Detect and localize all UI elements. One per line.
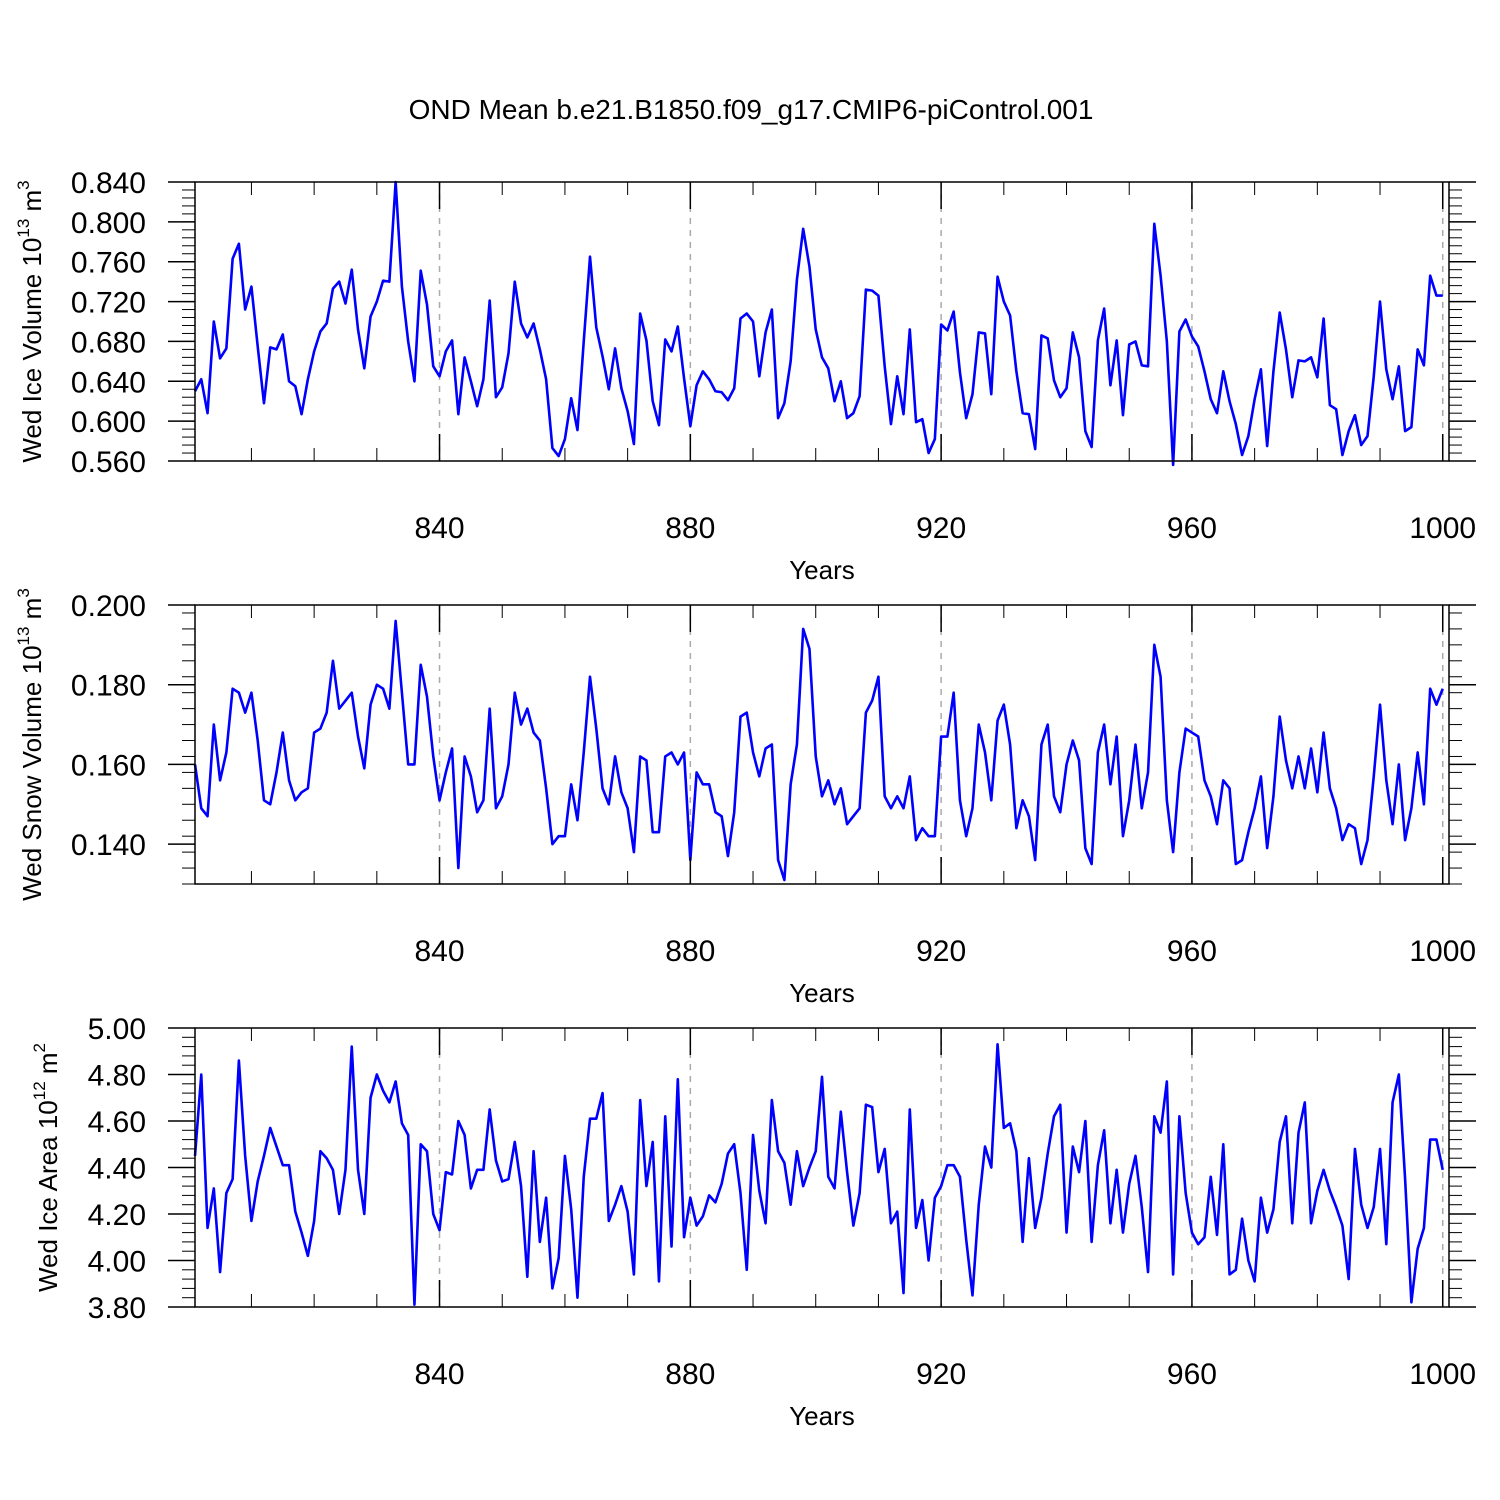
y-tick-label: 4.20	[88, 1199, 146, 1232]
x-tick-label: 920	[916, 1358, 966, 1391]
x-tick-label: 920	[916, 512, 966, 545]
y-axis-label: Wed Ice Volume 1013 m3	[14, 180, 47, 462]
series-line	[193, 180, 1443, 467]
y-tick-label: 0.140	[71, 829, 146, 862]
y-axis-label-exponent: 13	[14, 219, 33, 238]
chart-panel-2: 0.140 0.160 0.180 0.200 840 880 920 960 1000 Year…	[14, 588, 1476, 1008]
y-tick-label: 4.40	[88, 1153, 146, 1186]
y-tick-label: 0.840	[71, 167, 146, 200]
x-tick-label: 960	[1167, 1358, 1217, 1391]
y-tick-label: 0.760	[71, 247, 146, 280]
x-tick-label: 960	[1167, 512, 1217, 545]
y-tick-label: 4.80	[88, 1060, 146, 1093]
chart-panel-1: 0.560 0.600 0.640 0.680 0.720 0.760 0.800 0.840…	[14, 167, 1476, 585]
x-tick-label: 1000	[1409, 1358, 1476, 1391]
y-axis-label: Wed Ice Area 1012 m2	[30, 1043, 63, 1292]
plot-frame	[194, 181, 1450, 462]
y-tick-label: 5.00	[88, 1013, 146, 1046]
x-tick-label: 880	[665, 512, 715, 545]
y-axis-label-unit-exponent: 3	[14, 180, 33, 189]
y-axis-label-exponent: 13	[14, 627, 33, 646]
y-axis-label: Wed Snow Volume 1013 m3	[14, 588, 47, 901]
y-axis-label-text: Wed Ice Volume 10	[17, 238, 47, 463]
x-tick-label: 920	[916, 935, 966, 968]
x-axis-label: Years	[789, 555, 855, 585]
y-tick-label: 0.560	[71, 446, 146, 479]
x-tick-label: 880	[665, 1358, 715, 1391]
plot-frame	[194, 604, 1450, 885]
y-axis-label-text: Wed Snow Volume 10	[17, 645, 47, 900]
x-tick-label: 840	[414, 1358, 464, 1391]
series-line	[193, 1042, 1445, 1306]
y-tick-label: 0.600	[71, 406, 146, 439]
x-tick-label: 840	[414, 935, 464, 968]
series-line	[193, 619, 1444, 882]
y-tick-label: 0.800	[71, 207, 146, 240]
x-tick-label: 880	[665, 935, 715, 968]
x-tick-label: 960	[1167, 935, 1217, 968]
y-axis-label-exponent: 12	[30, 1081, 49, 1100]
x-tick-label: 840	[414, 512, 464, 545]
y-axis-label-unit-exponent: 2	[30, 1043, 49, 1052]
y-tick-label: 0.720	[71, 287, 146, 320]
y-tick-label: 0.200	[71, 590, 146, 623]
x-tick-label: 1000	[1409, 935, 1476, 968]
x-axis-label: Years	[789, 1401, 855, 1431]
y-tick-label: 4.60	[88, 1106, 146, 1139]
figure-title: OND Mean b.e21.B1850.f09_g17.CMIP6-piCon…	[409, 94, 1094, 125]
chart-panel-3: 3.80 4.00 4.20 4.40 4.60 4.80 5.00 840 880 920 960…	[30, 1013, 1476, 1431]
y-tick-label: 0.180	[71, 670, 146, 703]
y-axis-label-text: Wed Ice Area 10	[33, 1100, 63, 1292]
y-tick-label: 0.680	[71, 326, 146, 359]
y-tick-label: 0.640	[71, 366, 146, 399]
panels: 0.560 0.600 0.640 0.680 0.720 0.760 0.800 0.840…	[14, 167, 1476, 1431]
y-tick-label: 4.00	[88, 1246, 146, 1279]
y-axis-label-unit: m	[33, 1052, 63, 1081]
y-axis-label-unit: m	[17, 598, 47, 627]
y-tick-label: 0.160	[71, 749, 146, 782]
x-axis-label: Years	[789, 978, 855, 1008]
y-axis-label-unit-exponent: 3	[14, 588, 33, 597]
x-tick-label: 1000	[1409, 512, 1476, 545]
y-axis-label-unit: m	[17, 190, 47, 219]
y-tick-label: 3.80	[88, 1292, 146, 1325]
